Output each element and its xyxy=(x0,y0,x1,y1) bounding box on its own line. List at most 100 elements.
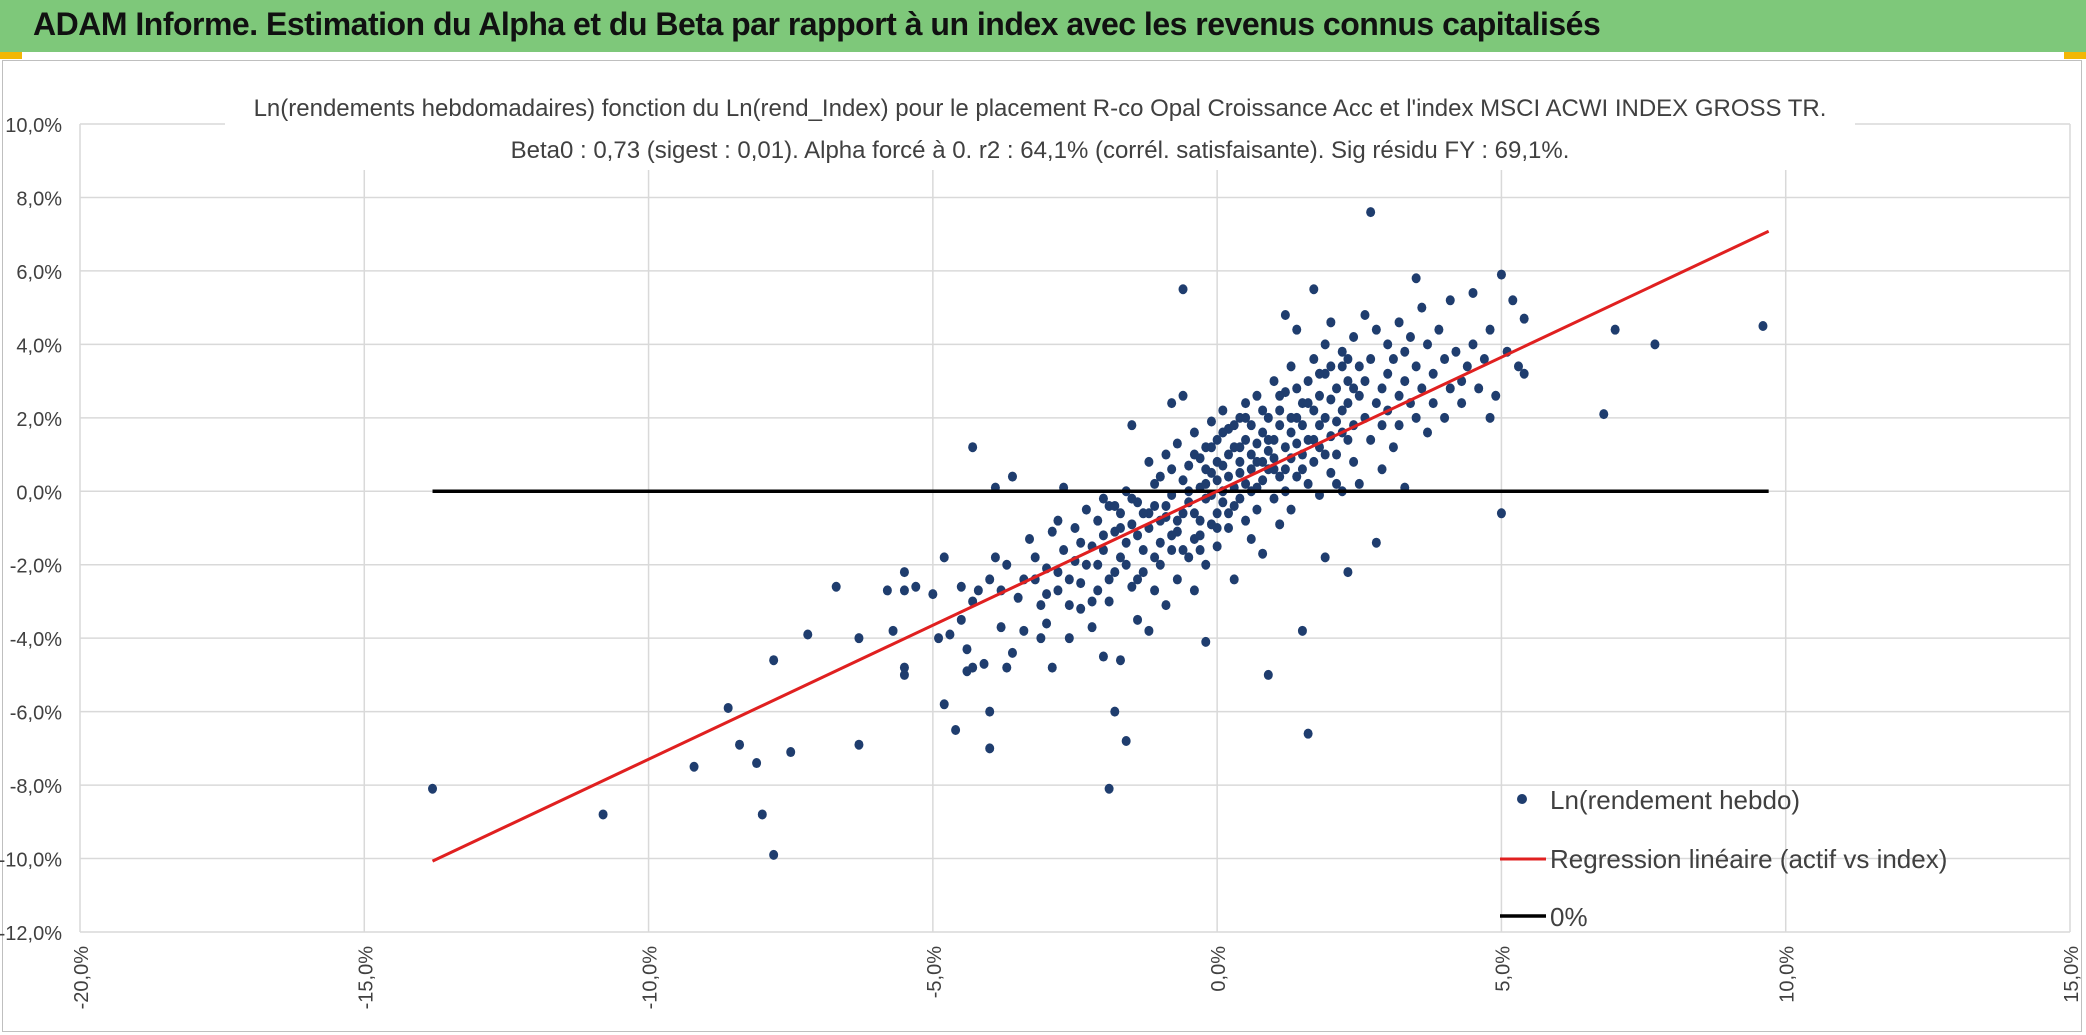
data-point xyxy=(1030,552,1040,563)
data-point xyxy=(769,655,779,666)
data-point xyxy=(1098,651,1108,662)
data-point xyxy=(1297,464,1307,475)
data-point xyxy=(1201,636,1211,647)
data-point xyxy=(1178,390,1188,401)
data-point xyxy=(985,574,995,585)
data-point xyxy=(939,552,949,563)
data-point xyxy=(1326,467,1336,478)
data-point xyxy=(1047,662,1057,673)
data-point xyxy=(1252,438,1262,449)
data-point xyxy=(1218,405,1228,416)
data-point xyxy=(956,581,966,592)
data-point xyxy=(1468,339,1478,350)
data-point xyxy=(1320,412,1330,423)
data-point xyxy=(786,747,796,758)
data-point xyxy=(1258,405,1268,416)
data-point xyxy=(1377,383,1387,394)
data-point xyxy=(1332,478,1342,489)
data-point xyxy=(735,739,745,750)
data-point xyxy=(1218,497,1228,508)
data-point xyxy=(1252,456,1262,467)
data-point xyxy=(1189,449,1199,460)
data-point xyxy=(1121,736,1131,747)
data-point xyxy=(1428,398,1438,409)
data-point xyxy=(1150,500,1160,511)
data-point xyxy=(1343,376,1353,387)
data-point xyxy=(1155,471,1165,482)
data-point xyxy=(757,809,767,820)
data-point xyxy=(1320,339,1330,350)
data-point xyxy=(951,725,961,735)
data-point xyxy=(1161,449,1171,460)
data-point xyxy=(1451,346,1461,357)
data-point xyxy=(1161,500,1171,511)
data-point xyxy=(598,809,608,820)
data-point xyxy=(1115,552,1125,563)
data-point xyxy=(1104,574,1114,585)
data-point xyxy=(1047,526,1057,537)
data-point xyxy=(1332,449,1342,460)
data-point xyxy=(1229,420,1239,431)
data-point xyxy=(1286,504,1296,515)
data-point xyxy=(1042,618,1052,629)
data-point xyxy=(1309,284,1319,295)
data-point xyxy=(1292,438,1302,449)
data-point xyxy=(1127,519,1137,530)
data-point xyxy=(1366,434,1376,445)
data-point xyxy=(1155,537,1165,548)
data-point xyxy=(1127,581,1137,592)
data-point xyxy=(1309,354,1319,365)
data-point xyxy=(1388,354,1398,365)
y-tick-label: 0,0% xyxy=(16,482,62,504)
data-point xyxy=(1263,669,1273,680)
data-point xyxy=(973,585,983,596)
data-point xyxy=(1229,500,1239,511)
chart-frame xyxy=(2,60,2082,1032)
data-point xyxy=(1087,596,1097,607)
data-point xyxy=(1263,445,1273,456)
data-point xyxy=(1121,537,1131,548)
data-point xyxy=(1013,592,1023,603)
data-point xyxy=(1474,383,1484,394)
data-point xyxy=(1468,287,1478,298)
data-point xyxy=(1246,449,1256,460)
data-point xyxy=(1144,456,1154,467)
data-point xyxy=(1241,412,1251,423)
data-point xyxy=(1303,376,1313,387)
data-point xyxy=(1263,412,1273,423)
data-point xyxy=(968,662,978,673)
data-point xyxy=(1320,552,1330,563)
data-point xyxy=(1150,552,1160,563)
data-point xyxy=(1275,519,1285,530)
x-tick-label: 15,0% xyxy=(2061,946,2083,1003)
data-point xyxy=(1246,464,1256,475)
x-tick-label: -10,0% xyxy=(640,946,662,1010)
data-point xyxy=(1508,295,1518,306)
data-point xyxy=(1280,442,1290,453)
data-point xyxy=(1650,339,1660,350)
data-point xyxy=(1326,317,1336,328)
data-point xyxy=(888,625,898,636)
data-point xyxy=(1423,339,1433,350)
data-point xyxy=(996,622,1006,633)
data-point xyxy=(1241,515,1251,526)
data-point xyxy=(1076,603,1086,614)
report-header: ADAM Informe. Estimation du Alpha et du … xyxy=(0,0,2086,52)
x-tick-label: 10,0% xyxy=(1777,946,1799,1003)
data-point xyxy=(1286,412,1296,423)
data-point xyxy=(1513,361,1523,372)
data-point xyxy=(1519,368,1529,379)
data-point xyxy=(1366,207,1376,218)
chart-title: Ln(rendements hebdomadaires) fonction du… xyxy=(254,95,1827,122)
legend-label-regression: Regression linéaire (actif vs index) xyxy=(1550,844,1947,874)
data-point xyxy=(1275,405,1285,416)
data-point xyxy=(1161,600,1171,611)
data-point xyxy=(928,589,938,600)
data-point xyxy=(1138,508,1148,519)
data-point xyxy=(854,739,864,750)
data-point xyxy=(1224,523,1234,533)
data-point xyxy=(723,702,733,713)
data-point xyxy=(968,442,978,453)
data-point xyxy=(945,629,955,640)
title-backdrop xyxy=(225,88,1855,170)
